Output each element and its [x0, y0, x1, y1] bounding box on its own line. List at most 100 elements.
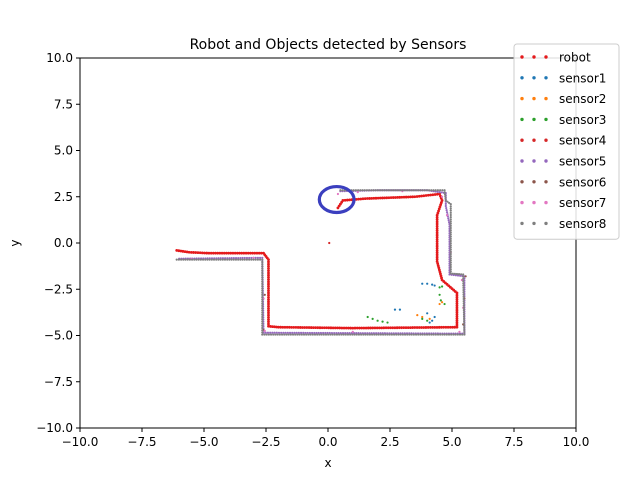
sensor8-point — [261, 291, 264, 294]
sensor8-point — [390, 333, 394, 336]
robot-point — [220, 251, 224, 255]
sensor8-point — [463, 324, 466, 327]
sensor8-point — [382, 333, 385, 336]
sensor8-point — [374, 189, 377, 192]
robot-point — [211, 251, 215, 255]
sensor8-point — [254, 258, 257, 261]
robot-point — [385, 196, 389, 200]
sensor5-point — [445, 209, 448, 212]
chart-title: Robot and Objects detected by Sensors — [190, 37, 467, 53]
robot-point — [314, 326, 317, 330]
sensor8-point — [208, 258, 211, 261]
sensor5-point — [299, 331, 303, 334]
robot-point — [406, 326, 410, 330]
sensor8-point — [177, 258, 181, 261]
sensor8-point — [354, 189, 358, 192]
robot-point — [377, 326, 381, 330]
legend-item-sensor1: sensor1 — [520, 71, 606, 85]
sensor8-point — [403, 189, 406, 192]
sensor8-point — [449, 259, 452, 262]
sensor8-point — [366, 333, 369, 336]
sensor8-point — [294, 333, 297, 336]
robot-point — [376, 196, 380, 200]
robot-point — [440, 199, 444, 202]
robot-point — [435, 227, 439, 230]
x-tick-label: −5.0 — [189, 435, 218, 449]
robot-point — [451, 325, 454, 329]
sensor8-point — [261, 262, 264, 266]
sensor8-point — [221, 258, 224, 261]
robot-point — [340, 326, 344, 330]
robot-point — [435, 238, 439, 241]
sensor5-point — [248, 256, 251, 260]
sensor8-point — [462, 302, 465, 305]
sensor5-point — [261, 256, 264, 259]
sensor8-point — [344, 333, 347, 336]
robot-point — [420, 194, 423, 198]
x-tick-label: 5.0 — [442, 435, 461, 449]
robot-point — [455, 304, 459, 308]
sensor8-point — [449, 213, 452, 217]
robot-point — [365, 197, 369, 200]
robot-point — [435, 251, 439, 255]
sensor8-point — [449, 237, 452, 240]
sensor8-point — [261, 258, 264, 261]
sensor5-point — [284, 331, 287, 334]
sensor3-point — [440, 285, 444, 288]
sensor8-point — [462, 284, 465, 287]
legend-item-sensor4: sensor4 — [520, 134, 606, 148]
sensor8-point — [370, 189, 373, 192]
robot-point — [455, 312, 459, 316]
sensor8-point — [423, 333, 426, 336]
robot-point — [267, 262, 270, 266]
sensor8-point — [219, 258, 222, 261]
sensor8-point — [449, 203, 452, 206]
sensor5-point — [245, 256, 249, 260]
sensor8-point — [263, 333, 266, 336]
sensor8-point — [462, 277, 465, 281]
robot-point — [294, 325, 298, 329]
robot-point — [446, 325, 450, 329]
robot-point — [435, 242, 439, 246]
y-tick-label: 0.0 — [54, 236, 73, 250]
robot-point — [349, 326, 353, 330]
robot-point — [296, 326, 300, 329]
robot-point — [444, 325, 448, 329]
robot-point — [360, 326, 364, 330]
robot-point — [253, 251, 257, 255]
sensor8-point — [324, 333, 328, 336]
robot-point — [435, 257, 439, 261]
sensor8-point — [449, 272, 452, 275]
robot-point — [267, 322, 270, 326]
sensor2-point — [428, 317, 431, 320]
robot-point — [393, 196, 397, 199]
y-tick-label: 7.5 — [54, 97, 73, 111]
sensor8-point — [462, 315, 466, 318]
sensor8-point — [392, 189, 395, 192]
sensor8-point — [333, 333, 336, 336]
sensor5-point — [445, 211, 449, 214]
robot-point — [362, 326, 366, 330]
robot-point — [435, 213, 439, 217]
sensor8-point — [412, 333, 415, 336]
sensor8-point — [449, 239, 452, 243]
sensor8-point — [340, 333, 343, 336]
legend-label: sensor1 — [559, 71, 606, 85]
sensor8-point — [444, 195, 447, 198]
sensor8-point — [346, 333, 350, 336]
sensor8-point — [386, 333, 389, 336]
sensor8-point — [215, 258, 218, 261]
sensor8-point — [355, 333, 358, 336]
robot-point — [267, 295, 270, 299]
sensor8-point — [339, 189, 342, 192]
robot-point — [413, 326, 417, 329]
robot-point — [229, 251, 233, 255]
legend-item-sensor5: sensor5 — [520, 155, 606, 169]
robot-point — [222, 251, 226, 255]
sensor8-point — [261, 296, 264, 299]
legend-marker — [532, 180, 536, 184]
robot-point — [267, 304, 270, 308]
robot-point — [435, 224, 439, 228]
sensor8-point — [206, 258, 209, 261]
sensor5-point — [271, 331, 274, 334]
